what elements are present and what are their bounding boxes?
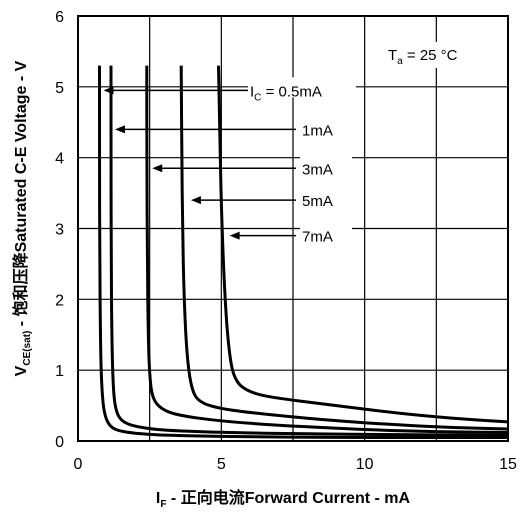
y-axis-title-sub: CE(sat) [22, 331, 33, 366]
x-axis-title-rest: - 正向电流Forward Current - mA [166, 488, 410, 507]
curve-label-0-main: I [250, 83, 254, 100]
label-arrowhead [229, 231, 240, 240]
y-axis-title-main: V [13, 365, 30, 376]
plot-frame [77, 15, 509, 442]
x-tick-label: 15 [499, 456, 517, 473]
y-tick-label: 6 [55, 9, 64, 26]
curve-series-0 [98, 65, 508, 440]
curve-labels: IC = 0.5mA 1mA 3mA 5mA 7mA Ta = 25 °C [103, 42, 494, 246]
curve-label-bg [300, 116, 352, 137]
curve-label-2: 3mA [302, 161, 333, 178]
temperature-condition-rest: = 25 °C [403, 47, 458, 64]
temperature-condition: Ta = 25 °C [388, 47, 458, 67]
y-axis-title: VCE(sat) - 饱和压降Saturated C-E Voltage - V [11, 60, 33, 376]
curve-series-4 [217, 65, 509, 424]
curve-label-4: 7mA [302, 229, 333, 246]
curves [98, 65, 509, 440]
curve-series-2 [145, 65, 509, 434]
curve-label-0: IC = 0.5mA [250, 83, 322, 103]
curve-series-3 [179, 65, 509, 431]
x-tick-label: 5 [217, 456, 226, 473]
label-arrowhead [190, 196, 201, 205]
curve-label-bg [248, 77, 356, 98]
x-axis-title: IF - 正向电流Forward Current - mA [156, 488, 411, 510]
curve-series-1 [109, 65, 509, 437]
label-arrowhead [103, 86, 114, 95]
temperature-condition-main: T [388, 47, 397, 64]
y-axis-title-rest: - 饱和压降Saturated C-E Voltage - V [11, 60, 30, 330]
y-tick-label: 2 [55, 292, 64, 309]
curve-label-1: 1mA [302, 122, 333, 139]
curve-label-0-rest: = 0.5mA [261, 83, 321, 100]
y-tick-label: 1 [55, 363, 64, 380]
x-tick-label: 0 [74, 456, 83, 473]
label-arrowhead [152, 164, 163, 173]
y-tick-label: 0 [55, 434, 64, 451]
y-tick-label: 5 [55, 80, 64, 97]
x-tick-label: 10 [356, 456, 374, 473]
x-axis-title-sub: F [160, 499, 166, 510]
y-tick-label: 4 [55, 151, 64, 168]
curve-label-1-main: 1mA [302, 122, 333, 139]
curve-label-2-main: 3mA [302, 161, 333, 178]
curve-label-4-main: 7mA [302, 229, 333, 246]
tick-labels: 0 5 10 15 0 1 2 3 4 5 6 [55, 9, 517, 473]
y-tick-label: 3 [55, 222, 64, 239]
label-arrowhead [114, 125, 125, 134]
plot-border [77, 15, 509, 442]
condition-bg [382, 42, 494, 68]
x-axis-title-main: I [156, 490, 160, 507]
curve-label-bg [300, 155, 352, 176]
curve-label-bg [300, 187, 352, 208]
curve-label-3-main: 5mA [302, 193, 333, 210]
curve-label-bg [300, 222, 352, 243]
temperature-condition-sub: a [397, 56, 403, 67]
curve-label-3: 5mA [302, 193, 333, 210]
curve-label-0-sub: C [254, 92, 261, 103]
